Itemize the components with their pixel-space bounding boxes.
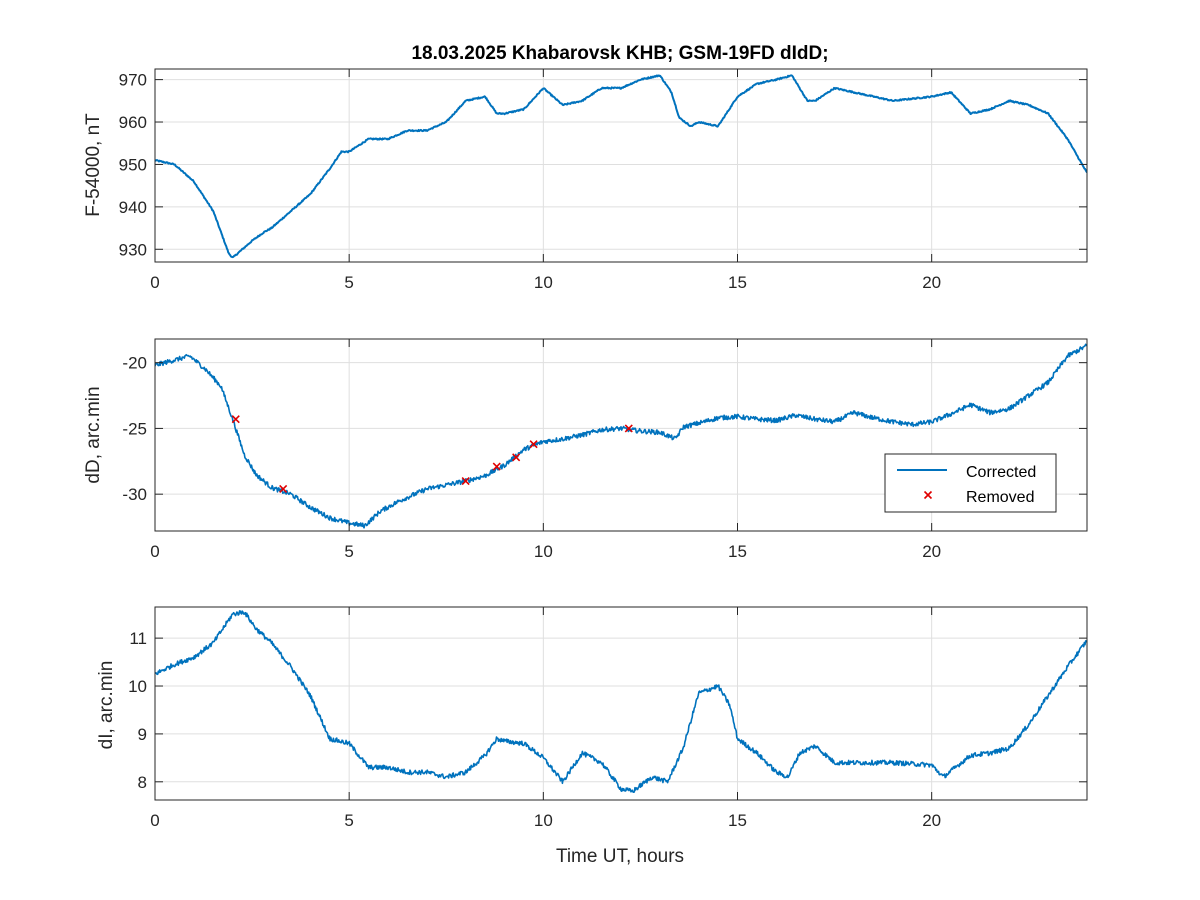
plot-f: 0 5 10 15 20 930 940 950 960 970 [119,68,1088,292]
series-line-di [155,610,1087,794]
removed-point-1 [279,484,288,493]
removed-point-3 [492,462,501,471]
x-tick-label-dd-1: 5 [344,542,353,561]
removed-point-6 [624,424,633,433]
removed-point-4 [512,453,521,462]
y-tick-label-dd-1: -25 [122,419,147,438]
y-tick-label-dd-0: -30 [122,485,147,504]
x-tick-label-di-1: 5 [344,811,353,830]
y-tick-label-f-3: 960 [119,113,147,132]
y-axis-label-f: F-54000, nT [83,113,104,217]
removed-point-0 [231,415,240,424]
legend-label-corrected: Corrected [966,464,1036,481]
axes-box-dd [154,338,1088,532]
x-tick-label-di-4: 20 [922,811,941,830]
y-tick-label-di-0: 8 [138,773,147,792]
removed-point-2 [461,476,470,486]
legend-label-removed: Removed [966,489,1034,506]
axes-box-f [154,68,1088,263]
x-tick-label-dd-3: 15 [728,542,747,561]
legend-box [884,453,1057,513]
chart-title: 18.03.2025 Khabarovsk KHB; GSM-19FD dIdD… [411,43,828,64]
y-tick-label-f-1: 940 [119,198,147,217]
series-line-f [155,74,1087,259]
x-axis-label: Time UT, hours [556,846,684,867]
x-tick-label-f-0: 0 [150,273,159,292]
y-tick-label-f-0: 930 [119,240,147,259]
y-axis-label-dd: dD, arc.min [83,386,104,483]
plot-area-di [155,607,1087,800]
y-tick-label-di-1: 9 [138,725,147,744]
axes-box-di [154,606,1088,801]
series-line-dd [155,343,1087,529]
x-tick-label-dd-0: 0 [150,542,159,561]
y-tick-label-di-2: 10 [128,677,147,696]
x-tick-label-dd-2: 10 [534,542,553,561]
legend-dd: Corrected Removed [884,453,1057,513]
legend-marker-removed [923,490,933,500]
plot-area-f [155,69,1087,262]
x-tick-label-f-4: 20 [922,273,941,292]
legend-x-mark [923,490,933,500]
y-axis-label-di: dI, arc.min [96,661,117,750]
x-tick-label-di-2: 10 [534,811,553,830]
plot-dd: 0 5 10 15 20 -30 -25 -20 [122,338,1088,561]
x-tick-label-di-3: 15 [728,811,747,830]
y-tick-label-f-4: 970 [119,71,147,90]
x-tick-label-dd-4: 20 [922,542,941,561]
y-tick-label-di-3: 11 [129,629,147,648]
removed-point-5 [529,440,538,449]
x-tick-label-f-1: 5 [344,273,353,292]
x-tick-label-f-2: 10 [534,273,553,292]
x-tick-label-di-0: 0 [150,811,159,830]
x-tick-label-f-3: 15 [728,273,747,292]
y-tick-label-dd-2: -20 [122,354,147,373]
y-tick-label-f-2: 950 [119,155,147,174]
plot-di: 0 5 10 15 20 8 9 10 11 [128,606,1088,830]
